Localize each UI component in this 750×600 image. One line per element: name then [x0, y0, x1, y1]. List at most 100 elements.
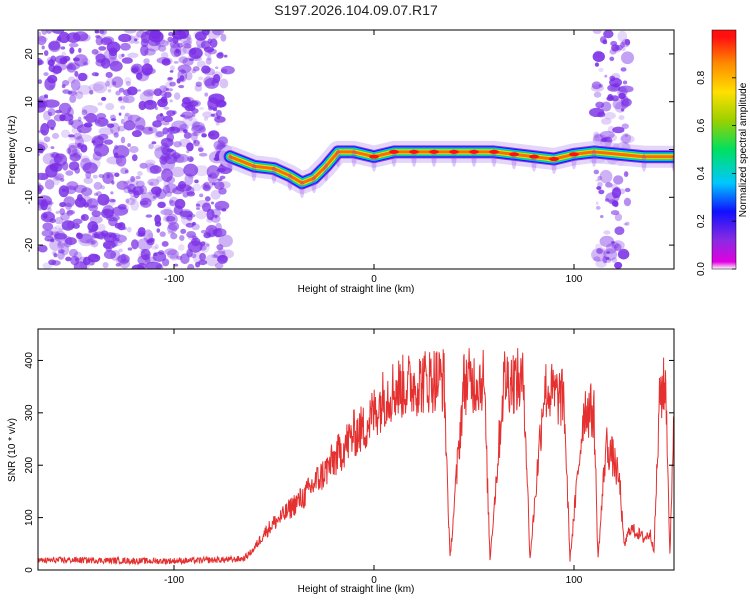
noise-blob — [74, 167, 81, 174]
noise-blob — [110, 118, 117, 122]
noise-blob — [120, 136, 126, 144]
noise-blob — [118, 33, 132, 43]
noise-blob — [598, 83, 603, 88]
noise-blob — [91, 240, 96, 245]
noise-blob — [605, 256, 610, 260]
noise-blob — [61, 220, 75, 231]
noise-blob — [160, 137, 174, 148]
noise-blob — [40, 211, 56, 223]
noise-blob — [602, 39, 608, 45]
noise-blob — [95, 35, 101, 39]
noise-blob — [124, 30, 137, 34]
noise-blob — [620, 134, 635, 144]
noise-blob — [172, 35, 179, 44]
noise-blob — [52, 65, 62, 74]
noise-blob — [210, 201, 215, 205]
noise-blob — [78, 47, 82, 53]
noise-blob — [188, 99, 201, 108]
noise-blob — [167, 230, 175, 235]
noise-blob — [193, 139, 200, 147]
noise-blob — [603, 230, 611, 235]
noise-blob — [82, 162, 98, 174]
noise-blob — [193, 251, 202, 264]
spectrogram-y-tick-label: 10 — [24, 96, 35, 108]
noise-blob — [140, 248, 146, 254]
noise-blob — [69, 46, 75, 55]
noise-blob — [609, 75, 616, 82]
noise-blob — [194, 179, 199, 184]
noise-blob — [195, 210, 207, 220]
noise-blob — [91, 230, 98, 239]
noise-blob — [65, 170, 74, 176]
noise-blob — [130, 176, 136, 183]
noise-blob — [103, 242, 111, 249]
noise-blob — [117, 254, 130, 264]
noise-blob — [163, 206, 172, 217]
noise-blob — [106, 77, 114, 88]
noise-blob — [618, 92, 626, 100]
noise-blob — [620, 41, 625, 48]
signal-smear — [287, 172, 293, 191]
noise-blob — [198, 259, 208, 266]
noise-blob — [52, 132, 60, 139]
noise-blob — [617, 248, 630, 260]
noise-blob — [38, 195, 52, 207]
noise-blob — [621, 98, 632, 107]
noise-blob — [166, 110, 176, 117]
noise-blob — [103, 250, 117, 260]
noise-blob — [55, 210, 60, 215]
noise-blob — [117, 125, 126, 132]
noise-blob — [48, 40, 61, 53]
noise-blob — [192, 66, 200, 72]
noise-blob — [223, 54, 228, 58]
noise-blob — [191, 221, 196, 226]
noise-blob — [589, 107, 605, 118]
signal-smear — [271, 165, 277, 184]
noise-blob — [612, 83, 617, 87]
noise-blob — [167, 77, 173, 82]
colorbar-ticks: 0.0 0.2 0.4 0.6 0.8 — [696, 70, 736, 276]
noise-blob — [143, 89, 155, 97]
noise-blob — [76, 134, 93, 143]
chart-title: S197.2026.104.09.07.R17 — [274, 2, 438, 18]
noise-blob — [90, 240, 99, 248]
snr-y-tick-label: 300 — [24, 404, 35, 421]
signal-smear — [351, 148, 357, 167]
noise-blob — [127, 178, 139, 186]
signal-smear — [299, 179, 305, 198]
noise-blob — [88, 83, 104, 92]
noise-blob — [183, 43, 192, 49]
noise-blob — [53, 155, 63, 163]
noise-blob — [41, 229, 54, 237]
noise-blob — [613, 243, 622, 252]
noise-blob — [38, 153, 41, 156]
noise-blob — [109, 60, 123, 72]
noise-blob — [173, 263, 179, 267]
noise-blob — [161, 168, 173, 182]
noise-blob — [149, 181, 154, 186]
noise-blob — [80, 213, 89, 222]
noise-blob — [118, 112, 122, 116]
noise-blob — [154, 106, 158, 111]
noise-blob — [194, 31, 207, 41]
noise-blob — [590, 84, 604, 92]
noise-blob — [100, 185, 105, 190]
noise-blob — [592, 30, 602, 35]
noise-blob — [162, 94, 167, 99]
noise-blob — [109, 122, 120, 135]
noise-blob — [221, 249, 235, 259]
noise-blob — [206, 208, 215, 221]
noise-blob — [186, 248, 193, 258]
noise-blob — [198, 76, 204, 81]
noise-blob — [91, 223, 99, 232]
noise-blob — [61, 51, 66, 58]
noise-blob — [57, 228, 64, 231]
noise-blob — [88, 260, 95, 266]
noise-blob — [79, 33, 91, 42]
noise-blob — [73, 184, 87, 194]
noise-blob — [611, 187, 622, 199]
noise-blob — [173, 153, 190, 163]
noise-blob — [614, 226, 625, 236]
noise-blob — [195, 207, 201, 210]
noise-blob — [170, 65, 175, 71]
